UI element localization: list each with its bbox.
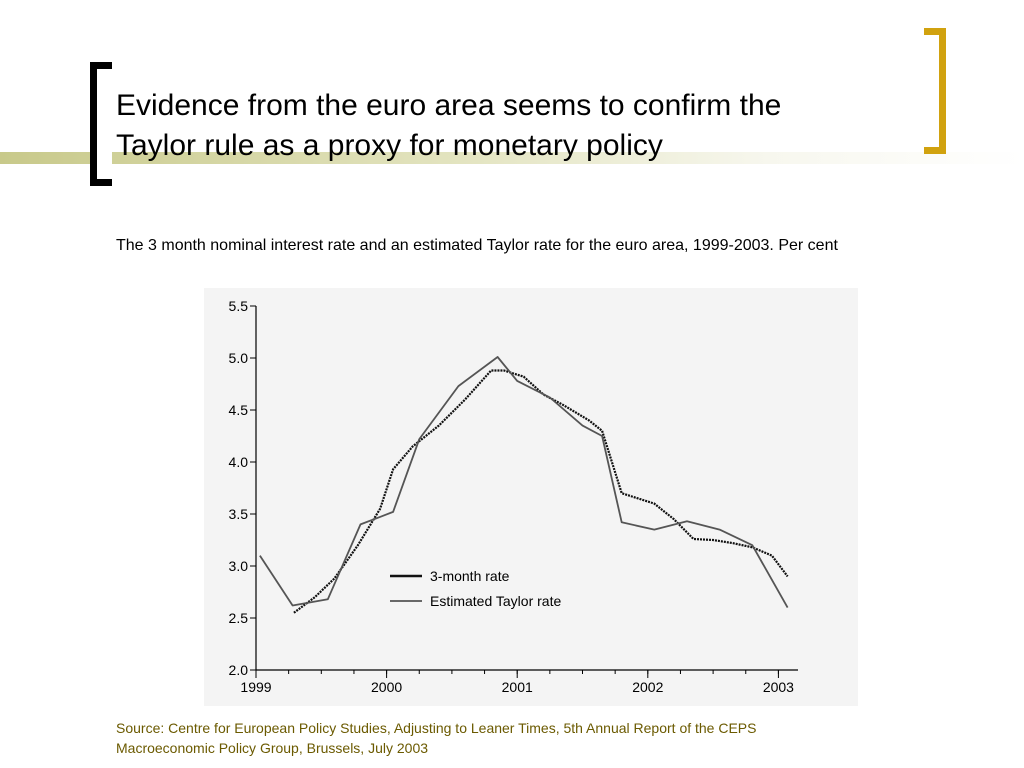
x-tick-label: 1999 bbox=[240, 679, 271, 695]
right-bracket-decoration bbox=[924, 28, 946, 154]
slide-title-line-1: Evidence from the euro area seems to con… bbox=[116, 89, 782, 122]
y-tick-label: 5.0 bbox=[229, 350, 249, 366]
line-chart: 2.0 2.5 3.0 3.5 4.0 4.5 5.0 5.5 1999 2000 2001 2002… bbox=[204, 288, 858, 706]
x-tick-label: 2001 bbox=[502, 679, 533, 695]
chart-container: 2.0 2.5 3.0 3.5 4.0 4.5 5.0 5.5 1999 2000 2001 2002… bbox=[204, 288, 858, 706]
legend-label: 3-month rate bbox=[430, 568, 510, 584]
series-line-three-month-rate bbox=[293, 369, 789, 614]
x-tick-label: 2003 bbox=[763, 679, 794, 695]
chart-background bbox=[204, 288, 858, 706]
legend-label: Estimated Taylor rate bbox=[430, 593, 561, 609]
slide-title: Evidence from the euro area seems to con… bbox=[116, 86, 906, 166]
y-tick-label: 2.0 bbox=[229, 662, 249, 678]
slide-title-line-2: Taylor rule as a proxy for monetary poli… bbox=[116, 129, 663, 162]
x-tick-label: 2002 bbox=[632, 679, 663, 695]
y-tick-label: 4.0 bbox=[229, 454, 249, 470]
left-bracket-decoration bbox=[90, 62, 112, 186]
source-line-2: Macroeconomic Policy Group, Brussels, Ju… bbox=[116, 740, 429, 756]
y-tick-label: 2.5 bbox=[229, 610, 249, 626]
source-note: Source: Centre for European Policy Studi… bbox=[116, 718, 996, 758]
y-tick-label: 3.0 bbox=[229, 558, 249, 574]
y-tick-label: 5.5 bbox=[229, 298, 249, 314]
x-tick-label: 2000 bbox=[371, 679, 402, 695]
y-tick-label: 3.5 bbox=[229, 506, 249, 522]
source-line-1: Source: Centre for European Policy Studi… bbox=[116, 720, 757, 736]
series-line-estimated-taylor-rate bbox=[259, 356, 789, 609]
title-accent-bar bbox=[0, 152, 1024, 164]
y-tick-label: 4.5 bbox=[229, 402, 249, 418]
chart-subtitle: The 3 month nominal interest rate and an… bbox=[116, 237, 838, 254]
